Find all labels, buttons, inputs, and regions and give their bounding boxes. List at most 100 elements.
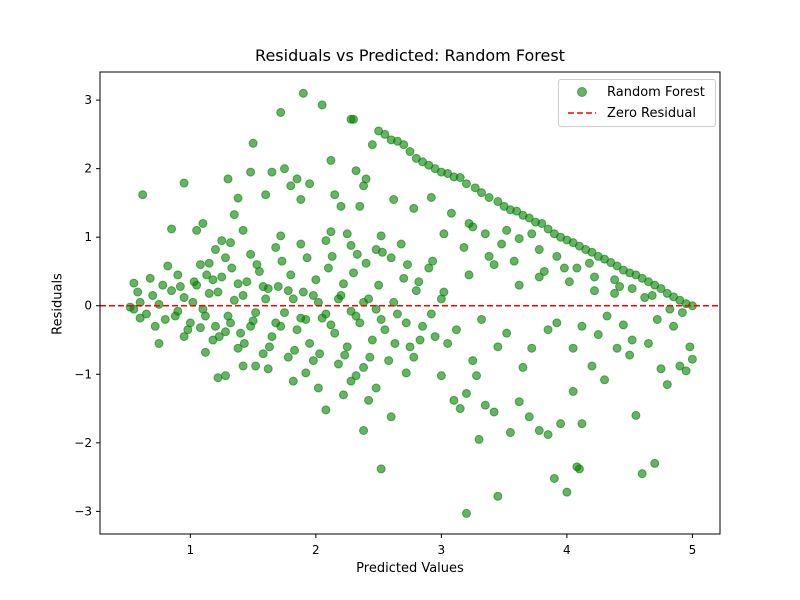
scatter-point	[296, 239, 306, 249]
scatter-point	[264, 342, 274, 352]
y-axis-ticks: −3 −2 −1 0 1 2 3	[74, 93, 100, 518]
scatter-point	[148, 290, 158, 300]
scatter-point	[480, 400, 490, 410]
scatter-point	[283, 352, 293, 362]
scatter-point	[158, 280, 168, 290]
scatter-point	[455, 173, 465, 183]
legend-item-random-forest: Random Forest	[567, 82, 705, 102]
scatter-point	[505, 428, 515, 438]
scatter-point	[470, 183, 480, 193]
scatter-point	[409, 352, 419, 362]
scatter-point	[342, 229, 352, 239]
scatter-point	[221, 371, 231, 381]
scatter-point	[380, 129, 390, 139]
scatter-point	[292, 174, 302, 184]
scatter-point	[524, 412, 534, 422]
scatter-point	[405, 342, 415, 352]
scatter-point	[610, 275, 620, 285]
scatter-point	[559, 263, 569, 273]
scatter-point	[384, 356, 394, 366]
scatter-point	[627, 335, 637, 345]
scatter-point	[514, 397, 524, 407]
scatter-point	[213, 373, 223, 383]
scatter-point	[321, 405, 331, 415]
scatter-point	[396, 239, 406, 249]
scatter-point	[414, 277, 424, 287]
scatter-point	[346, 376, 356, 386]
scatter-point	[321, 309, 331, 319]
scatter-point	[346, 240, 356, 250]
scatter-point	[415, 335, 425, 345]
scatter-point	[179, 178, 189, 188]
scatter-point	[210, 245, 220, 255]
scatter-point	[204, 258, 214, 268]
y-tick-label: 3	[84, 93, 92, 107]
scatter-point	[252, 260, 262, 270]
scatter-point	[681, 366, 691, 376]
scatter-point	[355, 201, 365, 211]
x-tick-label: 3	[438, 543, 446, 557]
scatter-point	[248, 138, 258, 148]
scatter-point	[577, 321, 587, 331]
scatter-point	[251, 361, 261, 371]
scatter-point	[543, 325, 553, 335]
scatter-point	[355, 318, 365, 328]
scatter-point	[296, 194, 306, 204]
scatter-point	[577, 419, 587, 429]
scatter-point	[221, 327, 231, 337]
scatter-point	[217, 272, 227, 282]
scatter-point	[615, 282, 625, 292]
scatter-point	[298, 88, 308, 98]
scatter-point	[359, 362, 369, 372]
scatter-point	[361, 174, 371, 184]
scatter-point	[428, 256, 438, 266]
scatter-point	[288, 294, 298, 304]
scatter-point	[233, 193, 243, 203]
scatter-point	[141, 309, 151, 319]
scatter-point	[308, 356, 318, 366]
scatter-point	[290, 345, 300, 355]
scatter-point	[625, 350, 635, 360]
scatter-point	[167, 286, 177, 296]
scatter-point	[302, 253, 312, 263]
scatter-point	[643, 338, 653, 348]
scatter-point	[330, 328, 340, 338]
scatter-point	[346, 306, 356, 316]
scatter-point	[238, 361, 248, 371]
scatter-point	[489, 260, 499, 270]
scatter-point	[612, 343, 622, 353]
scatter-points	[125, 88, 697, 518]
scatter-point	[221, 253, 231, 263]
scatter-point	[227, 263, 237, 273]
scatter-point	[236, 328, 246, 338]
scatter-point	[170, 311, 180, 321]
scatter-point	[376, 314, 386, 324]
scatter-point	[650, 458, 660, 468]
scatter-point	[261, 190, 271, 200]
scatter-point	[589, 272, 599, 282]
scatter-point	[480, 229, 490, 239]
scatter-point	[261, 294, 271, 304]
scatter-point	[200, 311, 210, 321]
scatter-point	[489, 407, 499, 417]
scatter-point	[637, 469, 647, 479]
scatter-point	[267, 167, 277, 177]
x-tick-label: 2	[312, 543, 320, 557]
scatter-point	[179, 332, 189, 342]
scatter-point	[640, 293, 650, 303]
scatter-point	[584, 258, 594, 268]
x-tick-label: 5	[689, 543, 697, 557]
scatter-point	[439, 229, 449, 239]
scatter-point	[242, 277, 252, 287]
scatter-point	[389, 194, 399, 204]
scatter-point	[552, 318, 562, 328]
scatter-point	[518, 362, 528, 372]
scatter-point	[313, 383, 323, 393]
scatter-point	[154, 338, 164, 348]
scatter-point	[386, 412, 396, 422]
scatter-point	[233, 343, 243, 353]
scatter-point	[367, 335, 377, 345]
scatter-point	[386, 253, 396, 263]
scatter-point	[359, 425, 369, 435]
scatter-point	[477, 188, 487, 198]
